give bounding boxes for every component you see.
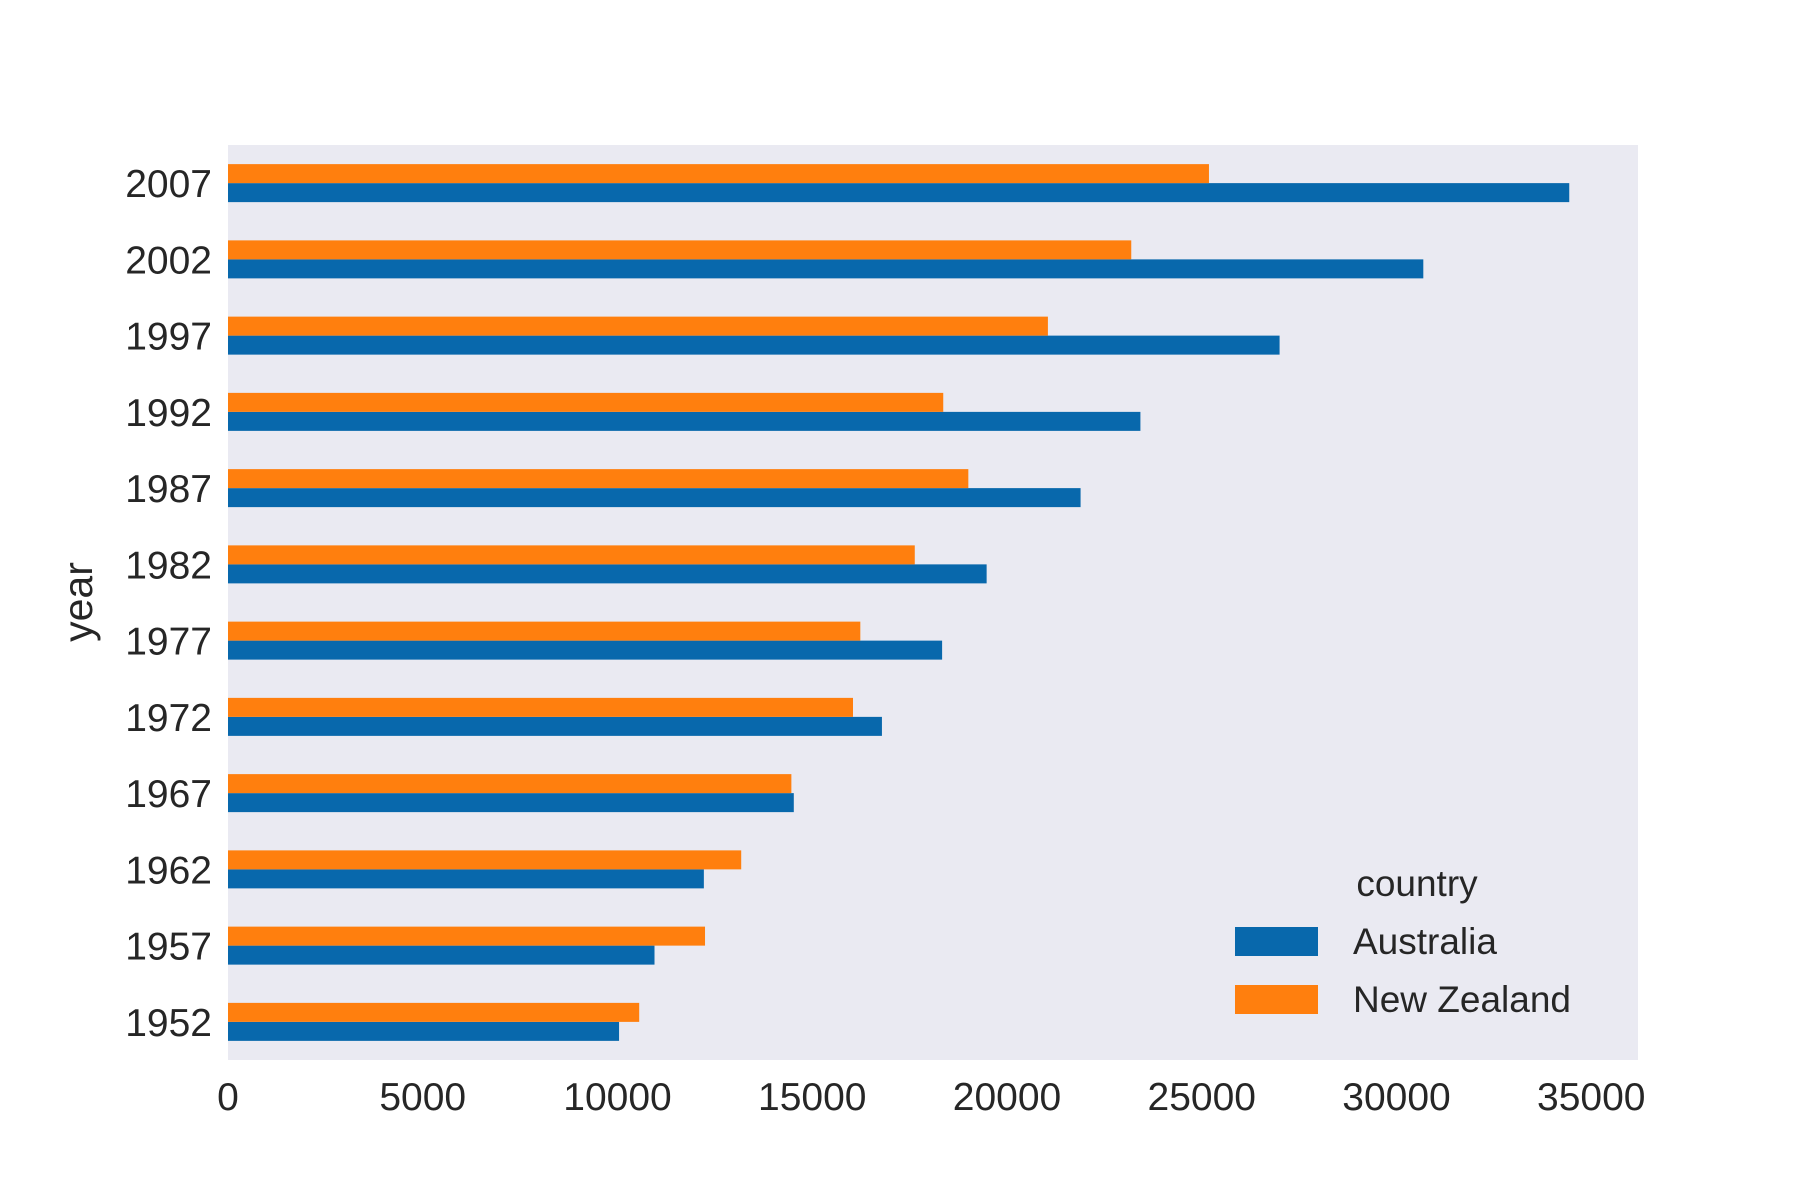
bar-australia-1982 — [228, 564, 987, 584]
bar-new-zealand-1992 — [228, 392, 944, 412]
y-tick-label: 1992 — [125, 392, 212, 435]
x-tick-label: 5000 — [379, 1076, 466, 1119]
bar-new-zealand-1997 — [228, 316, 1048, 336]
bar-australia-1997 — [228, 335, 1280, 355]
bar-new-zealand-1957 — [228, 926, 706, 946]
bar-new-zealand-1962 — [228, 850, 742, 870]
bar-new-zealand-2002 — [228, 240, 1132, 260]
x-tick-label: 30000 — [1342, 1076, 1450, 1119]
bar-australia-2007 — [228, 183, 1570, 203]
x-tick-label: 35000 — [1537, 1076, 1645, 1119]
y-tick-label: 1982 — [125, 544, 212, 587]
legend-swatch-new-zealand — [1235, 985, 1318, 1014]
bar-australia-1992 — [228, 411, 1141, 431]
y-tick-label: 1972 — [125, 697, 212, 740]
bar-australia-1967 — [228, 793, 794, 813]
bar-new-zealand-1977 — [228, 621, 861, 641]
x-tick-labels: 0 5000 10000 15000 20000 25000 30000 35000 — [217, 1076, 1645, 1119]
bar-australia-1987 — [228, 488, 1081, 508]
x-tick-label: 25000 — [1148, 1076, 1256, 1119]
y-tick-labels: 1952 1957 1962 1967 1972 1977 1982 1987 1992 1997… — [125, 163, 212, 1045]
bar-australia-1957 — [228, 945, 655, 965]
plot-area — [228, 145, 1638, 1060]
legend-label-new-zealand: New Zealand — [1353, 979, 1571, 1020]
bar-new-zealand-1972 — [228, 697, 853, 717]
bar-new-zealand-1987 — [228, 469, 969, 489]
y-tick-label: 1987 — [125, 468, 212, 511]
legend-title: country — [1356, 863, 1478, 904]
y-tick-label: 1977 — [125, 621, 212, 664]
y-tick-label: 1997 — [125, 316, 212, 359]
x-tick-label: 0 — [217, 1076, 239, 1119]
x-tick-label: 20000 — [953, 1076, 1061, 1119]
y-tick-label: 1962 — [125, 849, 212, 892]
bar-australia-1977 — [228, 640, 943, 660]
bar-new-zealand-2007 — [228, 164, 1209, 184]
x-tick-label: 15000 — [758, 1076, 866, 1119]
legend-swatch-australia — [1235, 927, 1318, 956]
bar-new-zealand-1967 — [228, 774, 792, 794]
legend-label-australia: Australia — [1353, 921, 1497, 962]
y-tick-label: 2007 — [125, 163, 212, 206]
bar-australia-1952 — [228, 1021, 620, 1041]
bar-australia-1962 — [228, 869, 704, 889]
y-tick-label: 1967 — [125, 773, 212, 816]
y-tick-label: 2002 — [125, 239, 212, 282]
bar-new-zealand-1982 — [228, 545, 915, 565]
bar-new-zealand-1952 — [228, 1002, 640, 1022]
bar-australia-1972 — [228, 716, 882, 736]
bars-group — [228, 164, 1570, 1041]
y-tick-label: 1952 — [125, 1002, 212, 1045]
y-axis-label: year — [55, 562, 101, 642]
y-tick-label: 1957 — [125, 926, 212, 969]
bar-australia-2002 — [228, 259, 1424, 279]
x-tick-label: 10000 — [563, 1076, 671, 1119]
legend: country Australia New Zealand — [1235, 863, 1571, 1020]
